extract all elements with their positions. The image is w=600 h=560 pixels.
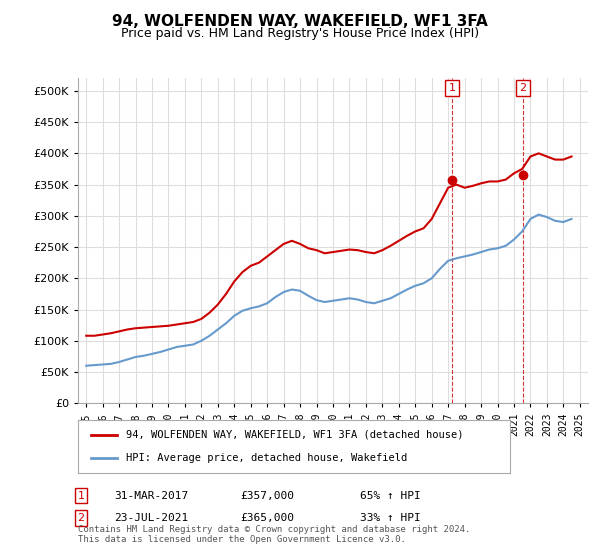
- Text: 31-MAR-2017: 31-MAR-2017: [114, 491, 188, 501]
- Text: HPI: Average price, detached house, Wakefield: HPI: Average price, detached house, Wake…: [125, 453, 407, 463]
- Text: Contains HM Land Registry data © Crown copyright and database right 2024.
This d: Contains HM Land Registry data © Crown c…: [78, 525, 470, 544]
- Text: £365,000: £365,000: [240, 513, 294, 523]
- Text: Price paid vs. HM Land Registry's House Price Index (HPI): Price paid vs. HM Land Registry's House …: [121, 27, 479, 40]
- Text: 2: 2: [77, 513, 85, 523]
- Text: 65% ↑ HPI: 65% ↑ HPI: [360, 491, 421, 501]
- Text: 94, WOLFENDEN WAY, WAKEFIELD, WF1 3FA (detached house): 94, WOLFENDEN WAY, WAKEFIELD, WF1 3FA (d…: [125, 430, 463, 440]
- Text: 33% ↑ HPI: 33% ↑ HPI: [360, 513, 421, 523]
- Text: £357,000: £357,000: [240, 491, 294, 501]
- Text: 94, WOLFENDEN WAY, WAKEFIELD, WF1 3FA: 94, WOLFENDEN WAY, WAKEFIELD, WF1 3FA: [112, 14, 488, 29]
- Text: 2: 2: [520, 83, 527, 93]
- Text: 1: 1: [77, 491, 85, 501]
- Text: 23-JUL-2021: 23-JUL-2021: [114, 513, 188, 523]
- Text: 1: 1: [449, 83, 456, 93]
